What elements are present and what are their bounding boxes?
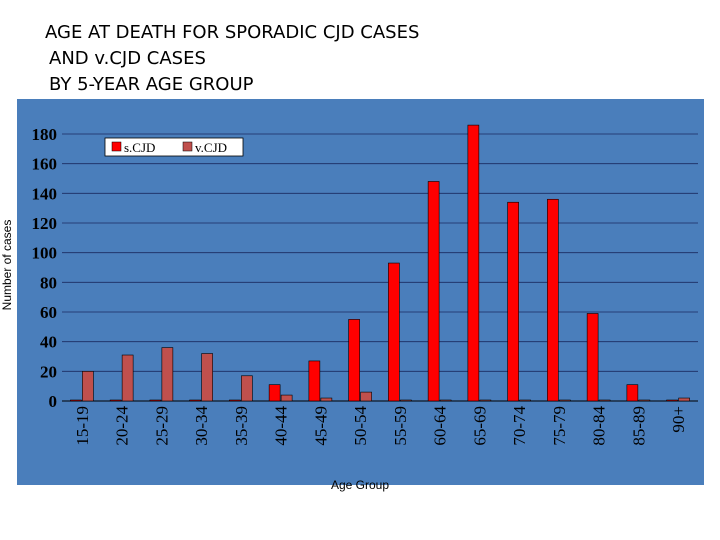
bar-scjd-90+ [666, 399, 678, 402]
bar-scjd-50-54 [348, 319, 360, 402]
y-tick-label: 180 [32, 125, 58, 144]
legend-swatch-vcjd [182, 141, 193, 152]
bar-vcjd-85-89 [638, 399, 651, 402]
x-tick-label: 70-74 [510, 406, 529, 446]
bar-vcjd-30-34 [201, 353, 213, 402]
chart-title-line-1: AGE AT DEATH FOR SPORADIC CJD CASES [45, 22, 420, 43]
chart-title-line-2: AND v.CJD CASES [49, 48, 206, 69]
x-tick-label: 90+ [669, 406, 688, 433]
y-tick-label: 0 [49, 392, 58, 411]
y-tick-label: 120 [32, 214, 58, 233]
y-axis-label: Number of cases [0, 219, 14, 311]
bar-vcjd-75-79 [559, 399, 571, 402]
chart-title-line-3: BY 5-YEAR AGE GROUP [49, 74, 254, 95]
y-tick-label: 80 [40, 273, 57, 292]
bar-scjd-85-89 [626, 384, 639, 402]
bar-vcjd-60-64 [439, 399, 452, 402]
x-tick-label: 50-54 [351, 406, 370, 446]
x-axis-label: Age Group [330, 478, 390, 492]
x-tick-label: 85-89 [629, 406, 648, 446]
bar-vcjd-65-69 [479, 399, 492, 402]
bar-vcjd-35-39 [241, 375, 253, 402]
plot-area [62, 120, 698, 401]
bar-vcjd-45-49 [320, 397, 333, 402]
bar-scjd-70-74 [507, 201, 519, 402]
bar-vcjd-15-19 [82, 371, 94, 402]
x-tick-label: 75-79 [550, 406, 569, 446]
bar-scjd-30-34 [189, 399, 201, 402]
y-tick-label: 20 [40, 362, 57, 381]
bar-vcjd-50-54 [360, 391, 372, 402]
y-tick-label: 140 [32, 184, 58, 203]
x-tick-label: 65-69 [470, 406, 489, 446]
x-tick-label: 25-29 [152, 406, 171, 446]
y-axis-label-container: Number of cases [0, 209, 14, 321]
x-tick-label: 80-84 [590, 406, 609, 446]
legend: s.CJD v.CJD [104, 137, 244, 157]
bar-scjd-25-29 [149, 399, 162, 402]
bar-scjd-75-79 [547, 198, 559, 402]
bar-scjd-65-69 [467, 124, 480, 402]
legend-box [104, 137, 244, 157]
bar-vcjd-25-29 [161, 347, 174, 402]
bar-vcjd-80-84 [598, 399, 611, 402]
bar-scjd-15-19 [70, 399, 82, 402]
bar-scjd-20-24 [109, 399, 122, 402]
bar-vcjd-20-24 [121, 354, 134, 402]
x-tick-label: 40-44 [272, 406, 291, 446]
bar-scjd-45-49 [308, 360, 321, 402]
legend-label-vcjd: v.CJD [195, 140, 227, 155]
bar-scjd-40-44 [268, 384, 281, 402]
bar-vcjd-40-44 [280, 394, 293, 402]
x-tick-label: 45-49 [311, 406, 330, 446]
bar-scjd-35-39 [229, 399, 241, 402]
legend-swatch-scjd [111, 141, 122, 152]
bar-scjd-55-59 [388, 262, 400, 402]
x-tick-label: 35-39 [232, 406, 251, 446]
x-tick-label: 55-59 [391, 406, 410, 446]
x-tick-label: 20-24 [113, 406, 132, 446]
bar-vcjd-55-59 [400, 399, 412, 402]
y-tick-label: 40 [40, 333, 57, 352]
y-tick-label: 100 [32, 244, 58, 263]
bar-scjd-80-84 [586, 313, 599, 402]
bar-vcjd-70-74 [519, 399, 531, 402]
x-tick-label: 60-64 [431, 406, 450, 446]
y-tick-labels: 0 20 40 60 80 100 120 140 160 180 [32, 125, 58, 411]
legend-label-scjd: s.CJD [124, 140, 155, 155]
bar-vcjd-90+ [678, 397, 690, 402]
bar-scjd-60-64 [427, 181, 440, 402]
bars [70, 124, 690, 402]
chart-title: AGE AT DEATH FOR SPORADIC CJD CASES AND … [45, 20, 645, 98]
y-tick-label: 160 [32, 155, 58, 174]
x-tick-label: 15-19 [73, 406, 92, 446]
y-tick-label: 60 [40, 303, 57, 322]
x-tick-labels: 15-19 20-24 25-29 30-34 35-39 40-44 45-49 50-54… [73, 406, 688, 446]
x-tick-label: 30-34 [192, 406, 211, 446]
